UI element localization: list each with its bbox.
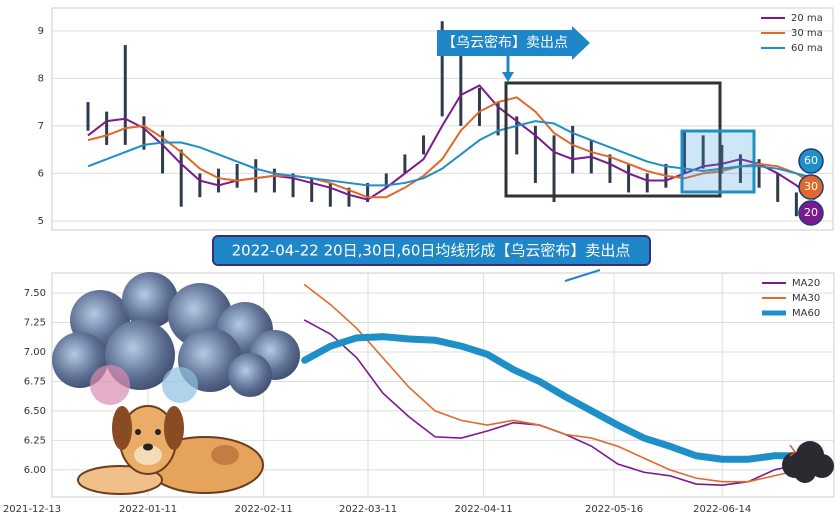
pointer (502, 72, 514, 82)
ma-line (303, 283, 802, 483)
storm-cloud (782, 441, 834, 483)
badge (798, 174, 824, 200)
badge-label: 60 (804, 154, 818, 167)
overlay: 【乌云密布】卖出点 2022-04-22 20日,30日,60日均线形成【乌云密… (52, 26, 834, 495)
x-tick-label: 2022-03-11 (339, 504, 397, 515)
badge-label: 20 (804, 206, 818, 219)
y-tick-label: 9 (38, 26, 44, 37)
y-tick-label: 5 (38, 216, 44, 227)
legend-label: 30 ma (791, 28, 823, 39)
ma-line (301, 333, 804, 463)
x-tick-label: 2021-12-13 (3, 504, 61, 515)
y-tick-label: 7 (38, 121, 44, 132)
x-tick-label: 2022-06-14 (693, 504, 751, 515)
badge (798, 200, 824, 226)
x-tick-label: 2022-02-11 (235, 504, 293, 515)
cloud-illustration (52, 272, 300, 405)
x-tick-label: 2022-05-16 (585, 504, 643, 515)
x-tick-label: 2022-04-11 (455, 504, 513, 515)
y-tick-label: 6.50 (24, 406, 46, 417)
banner-text: 2022-04-22 20日,30日,60日均线形成【乌云密布】卖出点 (232, 242, 631, 260)
y-tick-label: 6.75 (24, 376, 46, 387)
legend-label: 20 ma (791, 13, 823, 24)
highlight-box (680, 129, 756, 194)
y-tick-label: 6.00 (24, 465, 46, 476)
y-tick-label: 7.00 (24, 347, 46, 358)
y-tick-label: 6.25 (24, 435, 46, 446)
legend-label: MA60 (792, 308, 820, 319)
legend-label: MA30 (792, 293, 820, 304)
pointer (564, 269, 601, 282)
legend-label: MA20 (792, 278, 820, 289)
y-tick-label: 8 (38, 73, 44, 84)
callout-arrow (437, 26, 590, 60)
badge-label: 30 (804, 180, 818, 193)
x-tick-label: 2022-01-11 (119, 504, 177, 515)
callout-text: 【乌云密布】卖出点 (442, 34, 568, 51)
ma-line (87, 96, 816, 199)
y-tick-label: 7.25 (24, 318, 46, 329)
legend-label: 60 ma (791, 43, 823, 54)
ma-line (87, 120, 816, 187)
highlight-box (504, 81, 722, 198)
y-tick-label: 7.50 (24, 288, 46, 299)
banner (212, 235, 651, 266)
y-tick-label: 6 (38, 168, 44, 179)
badge (798, 148, 824, 174)
dog-illustration (77, 405, 264, 495)
